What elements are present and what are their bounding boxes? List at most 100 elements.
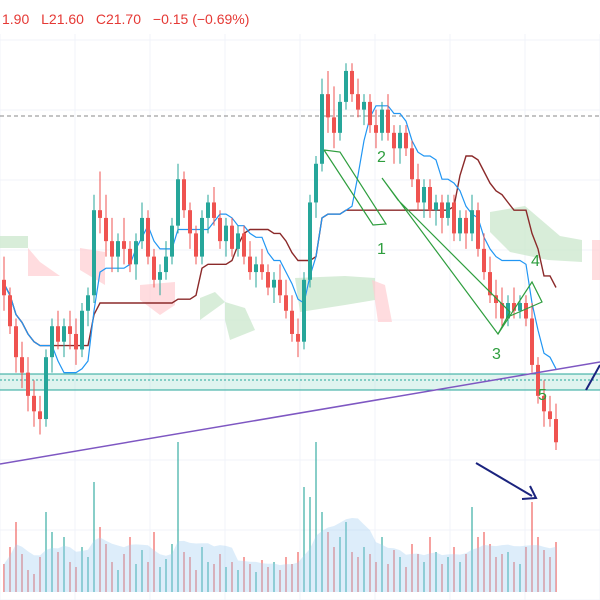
volume-bar — [39, 557, 41, 592]
volume-bar — [345, 522, 347, 592]
volume-bar — [291, 564, 293, 592]
candle-body — [224, 225, 228, 242]
candle-body — [236, 233, 240, 249]
volume-bar — [51, 532, 53, 592]
volume-bar — [507, 552, 509, 592]
volume-bar — [327, 532, 329, 592]
wave-label-4: 4 — [531, 253, 540, 270]
volume-bar — [159, 567, 161, 592]
volume-bar — [63, 537, 65, 592]
candle-body — [68, 326, 72, 334]
candle-body — [128, 248, 132, 265]
trendline[interactable] — [0, 361, 600, 465]
candle-body — [50, 326, 54, 358]
candle-body — [206, 202, 210, 218]
candle-body — [332, 117, 336, 133]
volume-bar — [99, 527, 101, 592]
volume-bar — [285, 557, 287, 592]
volume-bar — [255, 572, 257, 592]
candle-body — [170, 225, 174, 257]
volume-bar — [81, 547, 83, 592]
volume-bar — [33, 574, 35, 592]
volume-bar — [447, 557, 449, 592]
candle-body — [380, 109, 384, 133]
volume-bar — [363, 547, 365, 592]
candle-body — [140, 217, 144, 242]
support-zone — [0, 374, 600, 390]
volume-bar — [9, 547, 11, 592]
candle-body — [410, 148, 414, 180]
candle-body — [338, 101, 342, 133]
candle-body — [458, 217, 462, 234]
volume-bar — [207, 562, 209, 592]
volume-bar — [459, 562, 461, 592]
candle-body — [548, 411, 552, 420]
wave-label-2: 2 — [377, 149, 386, 166]
candle-body — [386, 109, 390, 133]
volume-bar — [273, 562, 275, 592]
candle-body — [122, 241, 126, 249]
volume-bar — [477, 537, 479, 592]
volume-bar — [201, 547, 203, 592]
candle-body — [188, 210, 192, 234]
ohlc-readout: 1.90 L21.60 C21.70 −0.15 (−0.69%) — [2, 11, 249, 27]
candle-body — [134, 241, 138, 265]
candle-body — [272, 279, 276, 288]
candle-body — [440, 202, 444, 218]
candle-body — [98, 210, 102, 218]
candle-body — [542, 395, 546, 412]
candle-body — [110, 241, 114, 257]
volume-bar — [165, 559, 167, 592]
volume-bar — [177, 442, 179, 592]
candle-body — [56, 326, 60, 342]
cloud-segment — [28, 248, 60, 276]
tenkan-line — [3, 105, 557, 374]
candle-body — [428, 186, 432, 211]
volume-bar — [57, 552, 59, 592]
candle-body — [398, 132, 402, 149]
candle-body — [488, 272, 492, 296]
volume-bar — [399, 557, 401, 592]
wave-lines — [323, 149, 543, 336]
candle-body — [392, 132, 396, 149]
candle-body — [218, 217, 222, 242]
header-bar — [0, 0, 600, 34]
candle-body — [32, 395, 36, 412]
wave-label-1: 1 — [377, 241, 386, 258]
volume-bar — [105, 544, 107, 592]
candle-body — [146, 217, 150, 257]
candle-body — [530, 318, 534, 365]
volume-bar — [321, 512, 323, 592]
volume-bar — [219, 554, 221, 592]
candle-body — [182, 179, 186, 211]
change-value: −0.15 (−0.69%) — [153, 11, 250, 27]
volume-bar — [15, 522, 17, 592]
candle-body — [374, 125, 378, 133]
volume-bar — [381, 537, 383, 592]
candle-body — [194, 233, 198, 257]
ichimoku-cloud — [0, 206, 600, 340]
kijun-line — [3, 155, 557, 347]
volume-bar — [69, 562, 71, 592]
candle-body — [494, 295, 498, 304]
candle-body — [404, 132, 408, 149]
candle-body — [434, 202, 438, 211]
candle-body — [8, 295, 12, 327]
volume-bar — [387, 564, 389, 592]
volume-bar — [537, 537, 539, 592]
candle-body — [536, 364, 540, 396]
volume-bar — [117, 570, 119, 592]
volume-bar — [153, 532, 155, 592]
candle-body — [152, 256, 156, 280]
candle-body — [416, 179, 420, 203]
candle-body — [92, 210, 96, 296]
volume-bar — [369, 554, 371, 592]
candle-body — [200, 217, 204, 257]
volume-bar — [333, 547, 335, 592]
volume-bar — [171, 544, 173, 592]
volume-bar — [297, 552, 299, 592]
volume-bar — [417, 554, 419, 592]
volume-bar — [183, 552, 185, 592]
candle-body — [74, 333, 78, 350]
